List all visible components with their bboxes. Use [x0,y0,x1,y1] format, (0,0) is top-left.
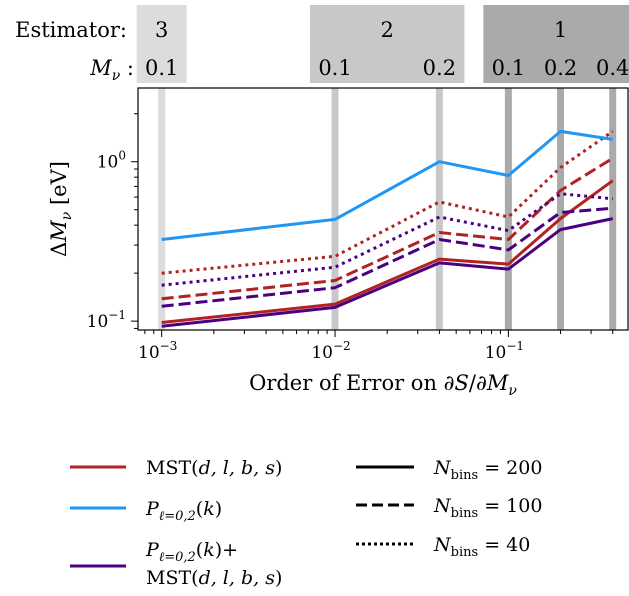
legend-label-pk-mst-line2: MST(d, l, b, s) [146,567,282,589]
legend-item-nbins-100: Nbins = 100 [356,495,542,521]
band-3 [136,5,187,83]
band-2-mnu-1: 0.2 [423,56,456,80]
legend-item-pk-mst: Pℓ=0,2(k)+ MST(d, l, b, s) [70,539,282,589]
series-pk-mst-200 [161,217,614,328]
band-1-mnu-1: 0.2 [544,56,577,80]
legend-item-nbins-40: Nbins = 40 [356,534,530,560]
x-tick-label: 10−1 [485,339,524,363]
band-label-2: 2 [381,18,394,42]
data-series [161,129,614,328]
legend-item-mst: MST(d, l, b, s) [70,457,282,479]
legend: MST(d, l, b, s) Pℓ=0,2(k) Pℓ=0,2(k)+ MST… [70,457,542,589]
series-mst-200 [161,179,614,324]
y-tick-label: 10−1 [87,308,126,332]
legend-item-pk: Pℓ=0,2(k) [70,498,222,524]
estimator-row-label: Estimator: [15,18,127,42]
y-axis-ticks: 10−1 100 [87,113,138,332]
band-labels: 3 0.1 2 0.1 0.2 1 0.1 0.2 0.4 [145,18,629,80]
reference-vertical-lines [158,88,617,330]
band-2-mnu-0: 0.1 [318,56,351,80]
band-2 [310,5,465,83]
mnu-row-label: Mν : [89,56,134,84]
band-1 [483,5,629,83]
series-pk-200 [161,129,613,241]
legend-label-nbins-200: Nbins = 200 [433,457,542,483]
x-axis-label: Order of Error on ∂S/∂Mν [249,371,517,399]
x-tick-label: 10−2 [311,339,350,363]
legend-label-nbins-100: Nbins = 100 [433,495,542,521]
band-1-mnu-2: 0.4 [596,56,629,80]
legend-item-nbins-200: Nbins = 200 [356,457,542,483]
band-label-1: 1 [554,18,567,42]
legend-label-nbins-40: Nbins = 40 [433,534,530,560]
estimator-bands [136,5,629,83]
series-mst-40 [161,130,614,275]
legend-label-pk: Pℓ=0,2(k) [145,498,222,524]
legend-label-pk-mst-line1: Pℓ=0,2(k)+ [145,539,238,565]
x-axis-ticks: 10−3 10−2 10−1 [138,330,614,363]
band-3-mnu-0: 0.1 [145,56,178,80]
series-pk-mst-100 [161,206,613,308]
y-tick-label: 100 [97,149,126,173]
plot-frame [137,87,629,331]
band-label-3: 3 [155,18,168,42]
band-1-mnu-0: 0.1 [492,56,525,80]
x-tick-label: 10−3 [138,339,177,363]
legend-label-mst: MST(d, l, b, s) [146,457,282,479]
y-axis-label: ΔMν [eV] [47,161,75,257]
series-mst-100 [161,157,614,301]
